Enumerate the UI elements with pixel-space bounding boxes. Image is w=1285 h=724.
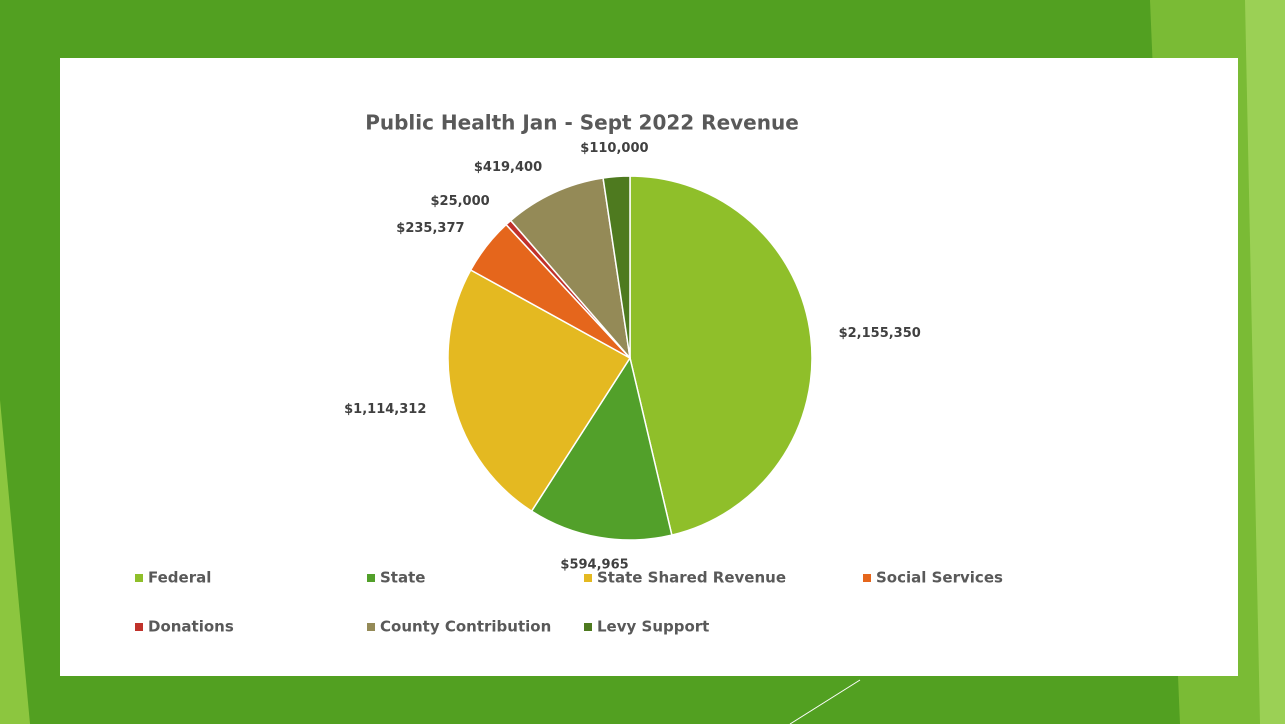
legend-swatch: [135, 623, 143, 631]
legend-swatch: [135, 574, 143, 582]
legend-label: State: [380, 569, 425, 587]
legend-swatch: [863, 574, 871, 582]
legend-label: Federal: [148, 569, 211, 587]
legend-label: Levy Support: [597, 618, 709, 636]
legend-swatch: [367, 623, 375, 631]
legend-swatch: [584, 574, 592, 582]
data-label: $1,114,312: [344, 402, 426, 417]
pie-slice: [602, 175, 631, 359]
legend-label: County Contribution: [380, 618, 551, 636]
pie-slice: [530, 356, 673, 541]
chart-title: Public Health Jan - Sept 2022 Revenue: [365, 111, 799, 135]
pie-slice: [629, 175, 813, 537]
legend-label: Social Services: [876, 569, 1003, 587]
pie-slice: [447, 268, 632, 513]
decor-strip: [1245, 0, 1285, 724]
data-label: $594,965: [560, 557, 628, 572]
legend-swatch: [584, 623, 592, 631]
decor-strip: [0, 400, 30, 724]
data-label: $110,000: [580, 141, 648, 156]
decor-line: [789, 679, 861, 724]
data-label: $25,000: [430, 194, 489, 209]
pie-slice: [509, 177, 632, 361]
data-label: $235,377: [396, 221, 464, 236]
legend-label: State Shared Revenue: [597, 569, 786, 587]
legend-swatch: [367, 574, 375, 582]
legend-label: Donations: [148, 618, 234, 636]
data-label: $419,400: [474, 160, 542, 175]
data-label: $2,155,350: [839, 326, 921, 341]
